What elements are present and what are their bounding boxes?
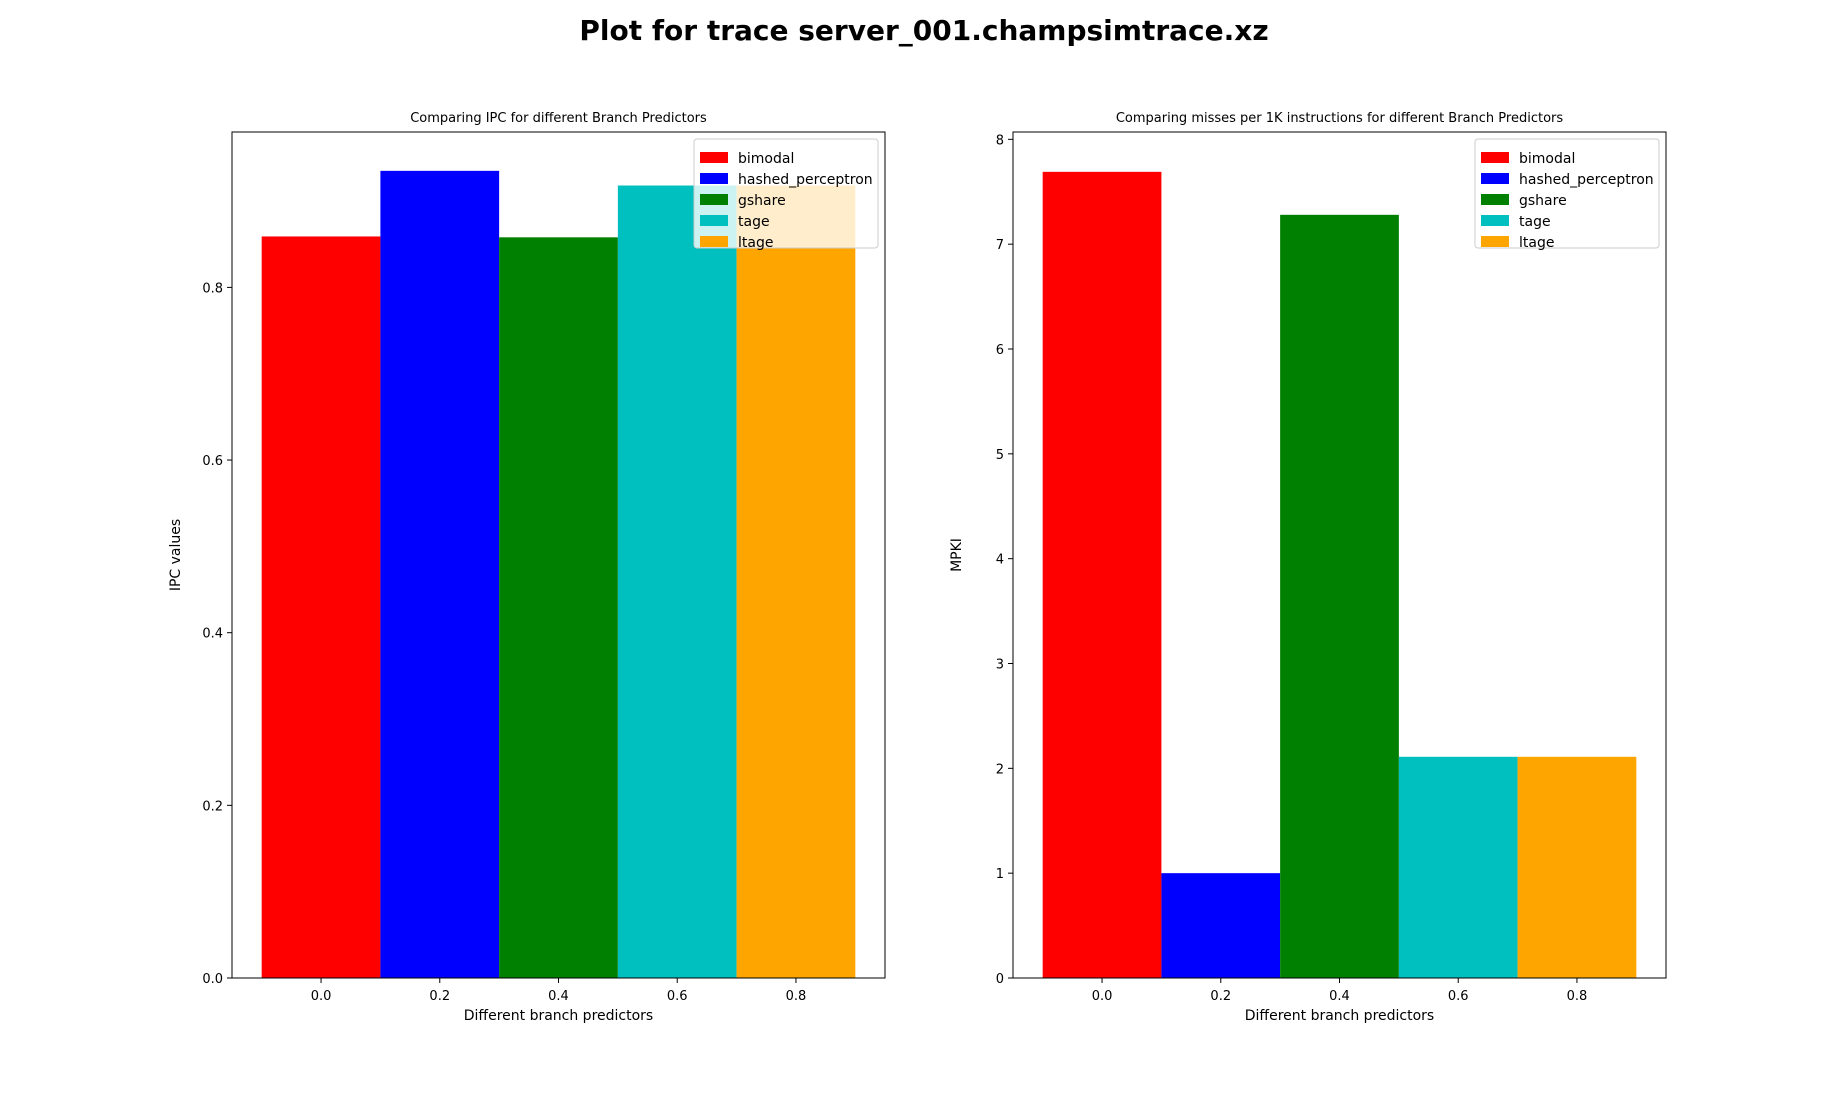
bar-bimodal xyxy=(1042,171,1162,978)
legend-label-hashed_perceptron: hashed_perceptron xyxy=(1519,172,1654,188)
y-tick-label: 0.8 xyxy=(202,281,223,296)
y-tick-label: 6 xyxy=(996,343,1004,358)
x-tick-label: 0.0 xyxy=(311,989,332,1004)
x-axis-label: Different branch predictors xyxy=(1245,1008,1434,1024)
bar-gshare xyxy=(1280,214,1399,978)
x-tick-label: 0.8 xyxy=(1567,989,1588,1004)
legend-swatch-gshare xyxy=(1481,194,1509,205)
y-tick-label: 4 xyxy=(996,553,1004,568)
legend-swatch-hashed_perceptron xyxy=(700,173,728,184)
legend-label-bimodal: bimodal xyxy=(738,151,794,167)
x-tick-label: 0.6 xyxy=(1448,989,1469,1004)
chart-title: Comparing IPC for different Branch Predi… xyxy=(410,111,707,126)
chart-title: Comparing misses per 1K instructions for… xyxy=(1116,111,1564,126)
bar-tage xyxy=(1398,756,1518,978)
legend-swatch-tage xyxy=(700,215,728,226)
y-tick-label: 5 xyxy=(996,448,1004,463)
legend-swatch-bimodal xyxy=(700,152,728,163)
y-axis-label: IPC values xyxy=(168,519,184,591)
y-tick-label: 8 xyxy=(996,133,1004,148)
legend-label-ltage: ltage xyxy=(1519,235,1554,251)
y-tick-label: 0.0 xyxy=(202,972,223,987)
legend-swatch-gshare xyxy=(700,194,728,205)
legend-swatch-ltage xyxy=(1481,236,1509,247)
y-tick-label: 1 xyxy=(996,867,1004,882)
bar-ltage xyxy=(736,185,856,978)
bar-gshare xyxy=(499,237,618,979)
x-tick-label: 0.6 xyxy=(667,989,688,1004)
legend-label-ltage: ltage xyxy=(738,235,773,251)
legend-label-gshare: gshare xyxy=(738,193,786,209)
y-tick-label: 0.2 xyxy=(202,799,223,814)
y-tick-label: 3 xyxy=(996,658,1004,673)
legend-swatch-bimodal xyxy=(1481,152,1509,163)
x-tick-label: 0.0 xyxy=(1092,989,1113,1004)
y-tick-label: 7 xyxy=(996,238,1004,253)
x-tick-label: 0.2 xyxy=(429,989,450,1004)
legend-swatch-ltage xyxy=(700,236,728,247)
bar-ltage xyxy=(1517,756,1637,978)
y-axis-label: MPKI xyxy=(949,538,965,572)
bar-tage xyxy=(617,185,737,978)
y-tick-label: 2 xyxy=(996,762,1004,777)
ipc-bar-chart: 0.0 0.2 0.4 0.6 0.8 0.0 0.2 0.4 0.6 0.8 Comparing … xyxy=(168,111,886,1024)
figure-title: Plot for trace server_001.champsimtrace.… xyxy=(579,14,1269,47)
bar-hashed_perceptron xyxy=(380,170,500,979)
mpki-bar-chart: 0.0 0.2 0.4 0.6 0.8 0 1 2 3 4 5 6 7 8 Comparing misses… xyxy=(949,111,1667,1024)
x-tick-label: 0.4 xyxy=(1329,989,1350,1004)
legend-label-gshare: gshare xyxy=(1519,193,1567,209)
legend-swatch-hashed_perceptron xyxy=(1481,173,1509,184)
y-tick-label: 0.6 xyxy=(202,454,223,469)
legend-label-tage: tage xyxy=(738,214,770,230)
bar-bimodal xyxy=(261,236,381,979)
bar-hashed_perceptron xyxy=(1161,873,1281,978)
legend-label-tage: tage xyxy=(1519,214,1551,230)
legend-swatch-tage xyxy=(1481,215,1509,226)
y-tick-label: 0.4 xyxy=(202,627,223,642)
x-tick-label: 0.4 xyxy=(548,989,569,1004)
x-tick-label: 0.8 xyxy=(786,989,807,1004)
legend-box xyxy=(693,138,879,249)
y-tick-label: 0 xyxy=(996,972,1004,987)
legend-box xyxy=(1474,138,1660,249)
legend-label-bimodal: bimodal xyxy=(1519,151,1575,167)
x-tick-label: 0.2 xyxy=(1210,989,1231,1004)
x-axis-label: Different branch predictors xyxy=(464,1008,653,1024)
legend-label-hashed_perceptron: hashed_perceptron xyxy=(738,172,873,188)
